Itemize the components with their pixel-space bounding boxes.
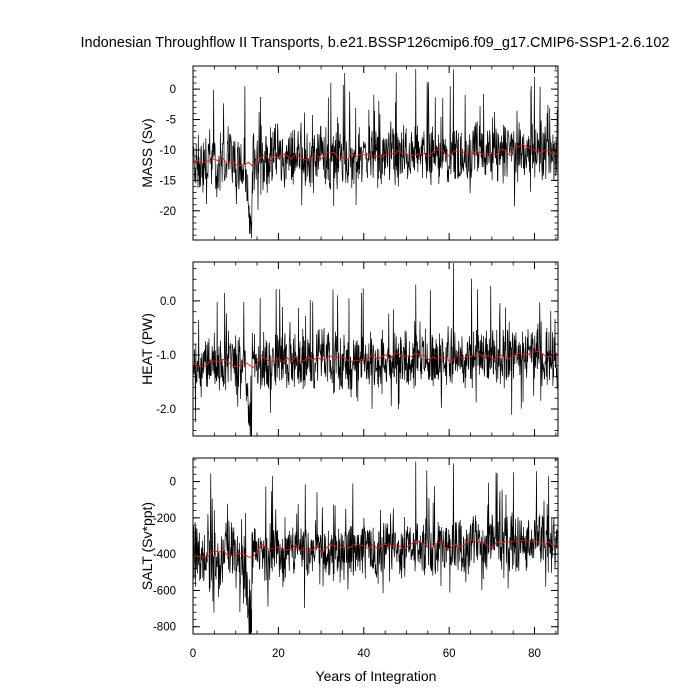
x-tick-label: 20 — [272, 648, 285, 660]
plot-area — [193, 461, 558, 634]
y-axis-label: MASS (Sv) — [139, 118, 155, 187]
y-axis-label: HEAT (PW) — [139, 313, 155, 385]
annual-mean-series-line — [193, 539, 558, 559]
x-tick-label: 60 — [443, 648, 456, 660]
chart-title: Indonesian Throughflow II Transports, b.… — [81, 35, 670, 51]
y-tick-label: -600 — [153, 585, 176, 597]
plot-area — [193, 69, 558, 239]
monthly-series-line — [193, 461, 558, 634]
heat-panel: 0.0 -1.0 -2.0 HEAT (PW) — [139, 261, 559, 437]
monthly-series-line — [193, 69, 558, 239]
x-tick-label: 80 — [528, 648, 541, 660]
mass-panel: 0 -5 -10 -15 -20 MASS (Sv) — [139, 65, 559, 241]
panel-frame — [192, 457, 559, 635]
annual-mean-series-line — [193, 350, 558, 369]
x-tick-label: 40 — [357, 648, 370, 660]
y-tick-label: -1.0 — [156, 350, 176, 362]
monthly-series-line — [193, 263, 558, 436]
y-tick-label: -5 — [166, 115, 176, 127]
salt-panel: 0 -200 -400 -600 -800 0 20 40 60 80 SALT (Sv*ppt) — [139, 457, 559, 660]
y-tick-label: -2.0 — [156, 404, 176, 416]
x-tick-label: 0 — [190, 648, 196, 660]
panel-frame — [192, 261, 559, 437]
y-tick-label: -20 — [159, 206, 176, 218]
y-tick-label: -10 — [159, 145, 176, 157]
plot-area — [193, 263, 558, 436]
x-axis-label: Years of Integration — [316, 668, 437, 684]
y-tick-label: 0 — [170, 84, 176, 96]
panel-frame — [192, 65, 559, 241]
y-tick-label: -800 — [153, 622, 176, 634]
y-tick-label: 0 — [170, 477, 176, 489]
y-tick-label: -400 — [153, 549, 176, 561]
y-axis-label: SALT (Sv*ppt) — [139, 502, 155, 590]
y-tick-label: 0.0 — [160, 296, 176, 308]
y-tick-label: -200 — [153, 513, 176, 525]
y-tick-label: -15 — [159, 175, 176, 187]
annual-mean-series-line — [193, 144, 558, 168]
